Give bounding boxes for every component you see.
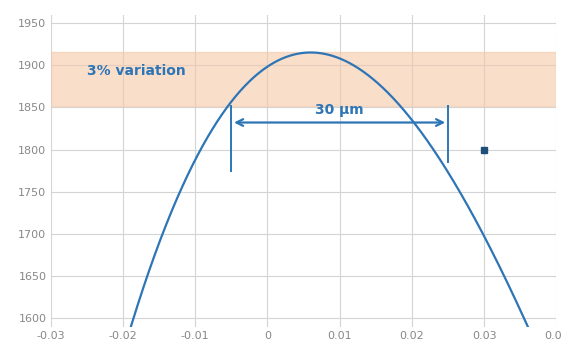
Bar: [51, 53, 556, 106]
Text: 3% variation: 3% variation: [87, 64, 185, 78]
Text: 30 μm: 30 μm: [315, 103, 364, 117]
